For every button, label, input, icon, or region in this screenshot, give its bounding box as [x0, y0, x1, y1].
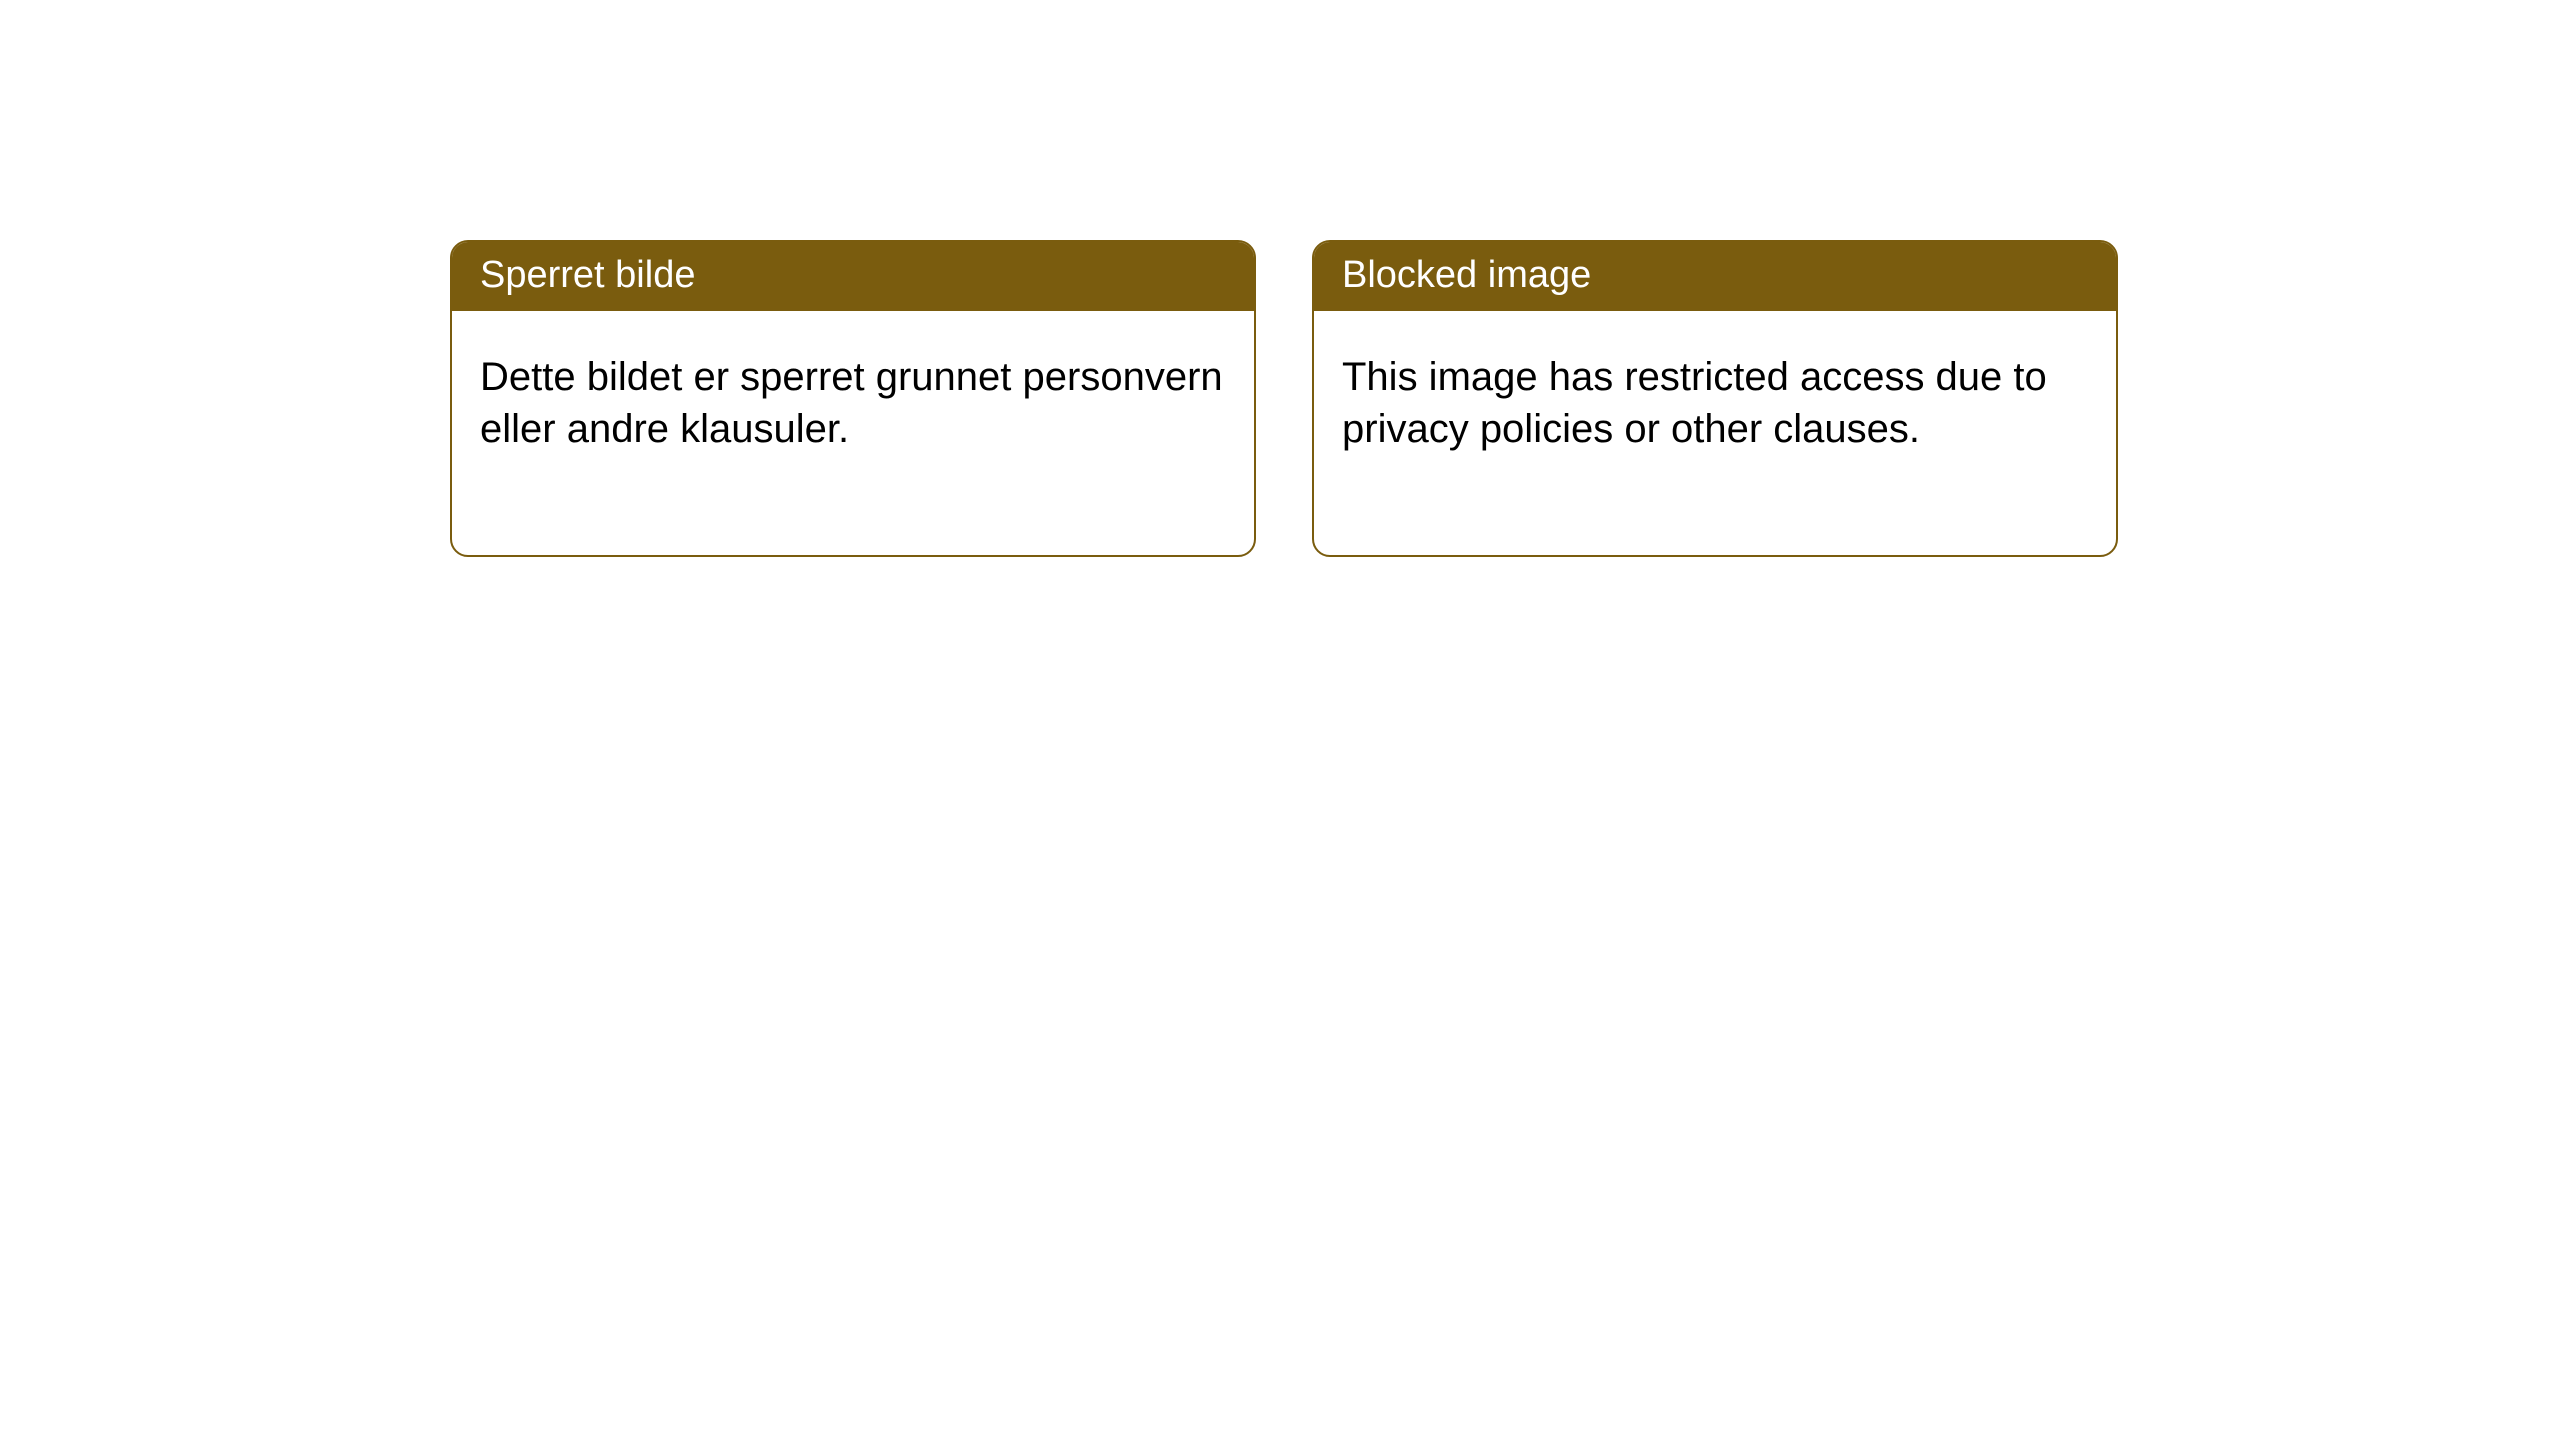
- notice-card-english: Blocked image This image has restricted …: [1312, 240, 2118, 557]
- notice-header: Blocked image: [1314, 242, 2116, 311]
- notice-card-norwegian: Sperret bilde Dette bildet er sperret gr…: [450, 240, 1256, 557]
- notice-header: Sperret bilde: [452, 242, 1254, 311]
- notice-body: This image has restricted access due to …: [1314, 311, 2116, 555]
- notice-body: Dette bildet er sperret grunnet personve…: [452, 311, 1254, 555]
- notice-container: Sperret bilde Dette bildet er sperret gr…: [450, 240, 2118, 557]
